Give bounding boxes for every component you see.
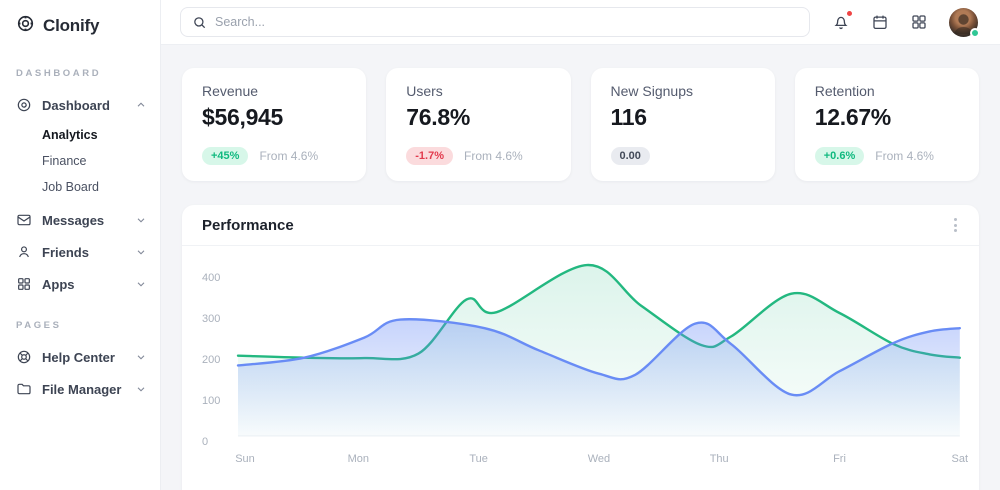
apps-grid-icon[interactable] bbox=[910, 13, 928, 31]
trend-badge: +0.6% bbox=[814, 147, 865, 165]
blue-series-line bbox=[236, 318, 961, 397]
sidebar: Clonify DASHBOARD Dashboard Analytics Fi… bbox=[0, 0, 161, 490]
calendar-icon[interactable] bbox=[871, 13, 889, 31]
trend-badge: +45% bbox=[202, 147, 249, 165]
stats-grid: Revenue $56,945 +45% From 4.6% Users 76.… bbox=[182, 68, 979, 181]
topbar bbox=[161, 0, 1000, 45]
search-box[interactable] bbox=[180, 7, 810, 37]
x-tick-label: Sat bbox=[952, 453, 969, 465]
kebab-menu-icon[interactable] bbox=[948, 212, 963, 238]
online-status-dot bbox=[970, 27, 980, 38]
trend-badge: 0.00 bbox=[610, 147, 650, 165]
stat-value: 12.67% bbox=[814, 104, 892, 130]
performance-chart-svg: 0 100 200 300 400 Sun Mon Tue Wed Thu Fri Sat bbox=[202, 263, 969, 465]
sidebar-item-friends[interactable]: Friends bbox=[0, 236, 160, 268]
sidebar-subitem-job-board[interactable]: Job Board bbox=[42, 180, 99, 194]
sidebar-item-label: Help Center bbox=[42, 349, 115, 365]
stat-value: 76.8% bbox=[406, 104, 470, 130]
section-label-dashboard: DASHBOARD bbox=[16, 68, 102, 79]
performance-chart: 0 100 200 300 400 Sun Mon Tue Wed Thu Fri Sat bbox=[182, 246, 979, 490]
page-content: Revenue $56,945 +45% From 4.6% Users 76.… bbox=[161, 45, 1000, 490]
x-tick-label: Thu bbox=[710, 453, 729, 465]
grid-icon bbox=[16, 276, 32, 292]
search-input[interactable] bbox=[215, 15, 798, 29]
sidebar-item-label: Messages bbox=[42, 212, 105, 228]
sidebar-item-dashboard[interactable]: Dashboard bbox=[0, 89, 160, 121]
panel-title: Performance bbox=[202, 216, 294, 234]
stat-title: Revenue bbox=[202, 83, 259, 99]
sidebar-item-label: Friends bbox=[42, 244, 89, 260]
clonify-logo-icon bbox=[16, 14, 35, 38]
x-tick-label: Fri bbox=[833, 453, 846, 465]
stat-card-users: Users 76.8% -1.7% From 4.6% bbox=[386, 68, 571, 181]
chevron-down-icon bbox=[135, 278, 147, 290]
sidebar-item-label: Apps bbox=[42, 276, 75, 292]
sidebar-item-label: File Manager bbox=[42, 381, 122, 397]
chevron-up-icon bbox=[135, 99, 147, 111]
topbar-actions bbox=[832, 7, 980, 38]
stat-card-revenue: Revenue $56,945 +45% From 4.6% bbox=[182, 68, 367, 181]
sidebar-subitem-analytics[interactable]: Analytics bbox=[42, 128, 98, 142]
y-tick-label: 200 bbox=[202, 354, 220, 366]
lifebuoy-icon bbox=[16, 349, 32, 365]
dashboard-icon bbox=[16, 97, 32, 113]
sidebar-item-label: Dashboard bbox=[42, 97, 110, 113]
stat-card-retention: Retention 12.67% +0.6% From 4.6% bbox=[794, 68, 979, 181]
folder-icon bbox=[16, 381, 32, 397]
y-tick-label: 400 bbox=[202, 272, 220, 284]
chevron-down-icon bbox=[135, 246, 147, 258]
stat-title: Retention bbox=[814, 83, 875, 99]
bell-icon[interactable] bbox=[832, 10, 853, 31]
x-tick-label: Sun bbox=[235, 453, 255, 465]
main-area: Revenue $56,945 +45% From 4.6% Users 76.… bbox=[161, 0, 1000, 490]
chevron-down-icon bbox=[135, 351, 147, 363]
stat-title: Users bbox=[406, 83, 443, 99]
chevron-down-icon bbox=[135, 214, 147, 226]
stat-note: From 4.6% bbox=[875, 149, 934, 163]
y-tick-label: 0 bbox=[202, 436, 208, 448]
chevron-down-icon bbox=[135, 383, 147, 395]
section-label-pages: PAGES bbox=[16, 320, 62, 331]
stat-card-new-signups: New Signups 116 0.00 bbox=[590, 68, 775, 181]
sidebar-item-file-manager[interactable]: File Manager bbox=[0, 373, 160, 405]
trend-badge: -1.7% bbox=[406, 147, 453, 165]
stat-note: From 4.6% bbox=[259, 149, 319, 163]
stat-note: From 4.6% bbox=[464, 149, 523, 163]
y-tick-label: 100 bbox=[202, 395, 220, 407]
blue-series-area bbox=[238, 319, 960, 436]
x-tick-label: Wed bbox=[588, 453, 610, 465]
sidebar-subitem-finance[interactable]: Finance bbox=[42, 154, 87, 168]
stat-value: 116 bbox=[610, 104, 648, 130]
user-avatar[interactable] bbox=[949, 7, 980, 38]
sidebar-item-messages[interactable]: Messages bbox=[0, 204, 160, 236]
x-tick-label: Mon bbox=[348, 453, 369, 465]
dashboard-subnav: Analytics Finance Job Board bbox=[0, 121, 160, 204]
x-tick-label: Tue bbox=[469, 453, 488, 465]
y-tick-label: 300 bbox=[202, 313, 220, 325]
stat-title: New Signups bbox=[610, 83, 694, 99]
notification-dot bbox=[846, 10, 853, 17]
performance-panel: Performance 0 100 200 300 400 Sun Mon Tue Wed Thu… bbox=[182, 205, 979, 490]
user-icon bbox=[16, 244, 32, 260]
brand: Clonify bbox=[0, 0, 160, 48]
brand-name: Clonify bbox=[43, 16, 100, 35]
search-icon bbox=[192, 15, 207, 30]
envelope-icon bbox=[16, 212, 32, 228]
sidebar-item-apps[interactable]: Apps bbox=[0, 268, 160, 300]
stat-value: $56,945 bbox=[202, 104, 284, 130]
sidebar-item-help-center[interactable]: Help Center bbox=[0, 341, 160, 373]
